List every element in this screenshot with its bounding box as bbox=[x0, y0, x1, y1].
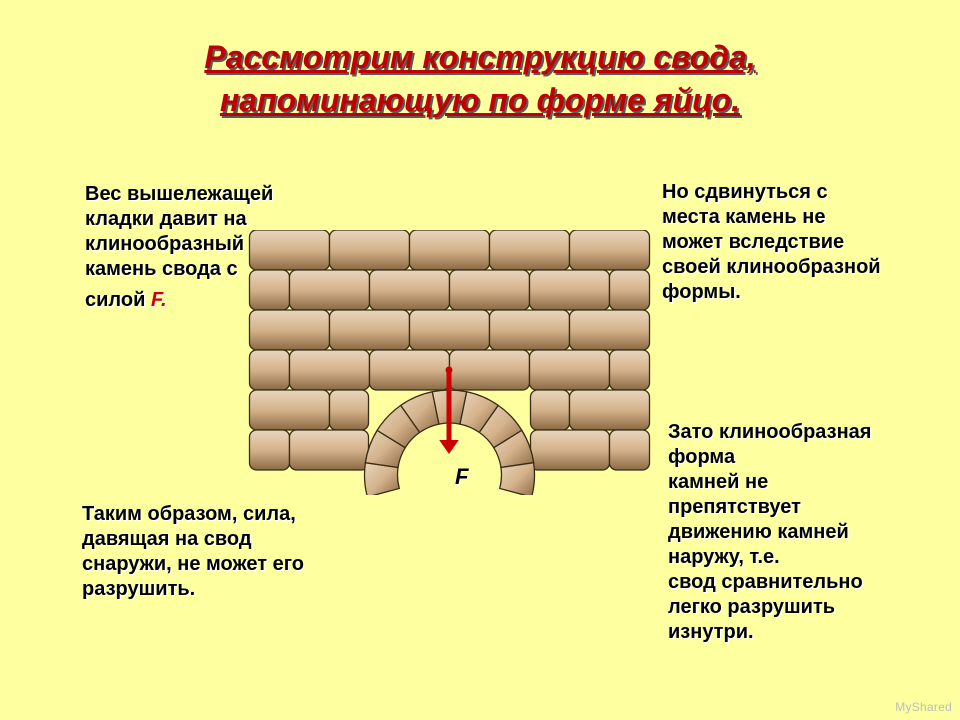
text-line: разрушить. bbox=[82, 577, 382, 602]
force-F-letter: F bbox=[455, 464, 468, 489]
text-mid-right: Зато клинообразнаяформакамней непрепятст… bbox=[668, 420, 948, 645]
title-line-1: Рассмотрим конструкцию свода, bbox=[0, 36, 960, 79]
text-bottom-left: Таким образом, сила,давящая на сводснару… bbox=[82, 502, 382, 602]
text-line: движению камней bbox=[668, 520, 948, 545]
text-top-right: Но сдвинуться сместа камень неможет всле… bbox=[662, 180, 947, 305]
title-line-2: напоминающую по форме яйцо. bbox=[0, 79, 960, 122]
page-title: Рассмотрим конструкцию свода, напоминающ… bbox=[0, 36, 960, 122]
text-line: давящая на свод bbox=[82, 527, 382, 552]
force-label: F bbox=[455, 464, 468, 490]
text-line: снаружи, не может его bbox=[82, 552, 382, 577]
text-line: кладки давит на bbox=[85, 207, 375, 232]
text-line: формы. bbox=[662, 280, 947, 305]
text-line: места камень не bbox=[662, 205, 947, 230]
text-line: препятствует bbox=[668, 495, 948, 520]
text-line: Но сдвинуться с bbox=[662, 180, 947, 205]
text-line: может вследствие bbox=[662, 230, 947, 255]
text-line: форма bbox=[668, 445, 948, 470]
watermark: MyShared bbox=[895, 700, 952, 714]
arch-wall-diagram bbox=[247, 230, 652, 495]
text-line: изнутри. bbox=[668, 620, 948, 645]
text-line: Таким образом, сила, bbox=[82, 502, 382, 527]
text-line: Зато клинообразная bbox=[668, 420, 948, 445]
text-line: легко разрушить bbox=[668, 595, 948, 620]
text-line: Вес вышележащей bbox=[85, 182, 375, 207]
text-line: свод сравнительно bbox=[668, 570, 948, 595]
text-line: наружу, т.е. bbox=[668, 545, 948, 570]
text-line: своей клинообразной bbox=[662, 255, 947, 280]
text-line: камней не bbox=[668, 470, 948, 495]
